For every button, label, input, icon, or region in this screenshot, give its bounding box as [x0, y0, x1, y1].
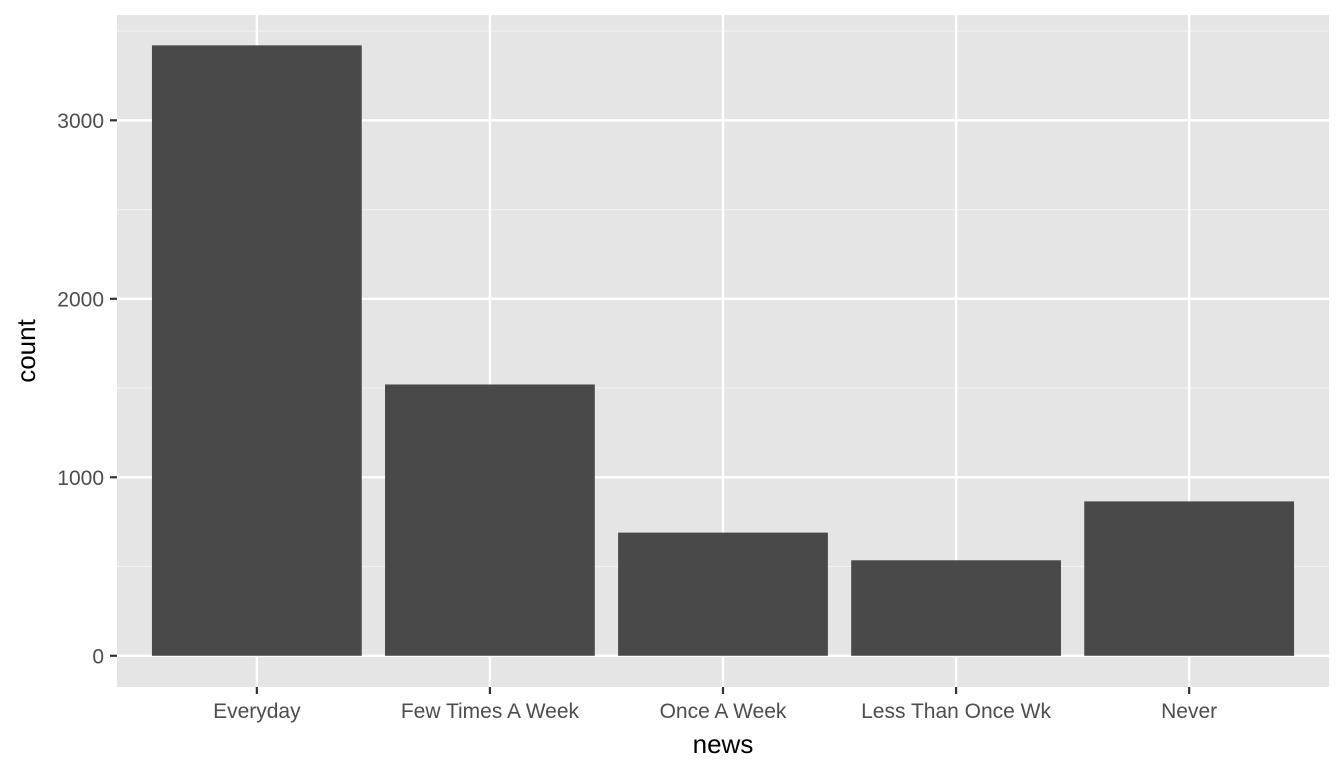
- bar-few-times-a-week: [385, 384, 595, 656]
- y-tick-label: 3000: [57, 110, 104, 133]
- y-axis-title: count: [11, 318, 41, 382]
- bar-once-a-week: [618, 532, 828, 656]
- x-tick-label: Few Times A Week: [401, 700, 580, 723]
- x-tick-label: Less Than Once Wk: [861, 700, 1051, 723]
- x-tick-label: Once A Week: [660, 700, 787, 723]
- y-tick-label: 0: [92, 645, 104, 668]
- y-tick-label: 1000: [57, 467, 104, 490]
- bars: [151, 45, 1295, 656]
- bar-less-than-once-wk: [851, 560, 1061, 656]
- bar-never: [1084, 501, 1295, 656]
- x-axis-title: news: [693, 729, 754, 759]
- tick-labels: 0 1000 2000 3000 Everyday Few Times A Week Onc…: [57, 110, 1217, 723]
- x-tick-label: Never: [1161, 700, 1217, 723]
- x-tick-label: Everyday: [213, 700, 301, 723]
- axis-ticks: [110, 119, 1191, 694]
- y-tick-label: 2000: [57, 288, 104, 311]
- bar-everyday: [151, 45, 362, 656]
